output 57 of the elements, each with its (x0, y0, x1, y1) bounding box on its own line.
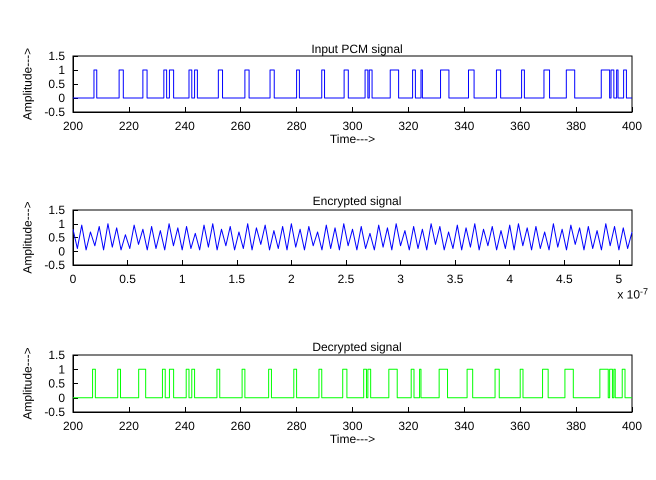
y-tick-label: 0.5 (48, 77, 66, 91)
y-tick-label: 1.5 (48, 49, 66, 63)
x-tick-label: 340 (454, 419, 475, 433)
y-tick-label: 1 (58, 216, 66, 231)
y-tick-label: 0.5 (48, 230, 66, 244)
line-series (72, 223, 632, 250)
x-tick-label: 240 (174, 119, 196, 133)
chart-title: Input PCM signal (311, 42, 403, 56)
y-tick-label: 0 (58, 244, 66, 258)
y-tick-label: 0.5 (48, 376, 66, 390)
x-tick-label: 0 (70, 272, 77, 286)
x-tick-label: 1.5 (228, 272, 246, 286)
x-tick-label: 360 (510, 119, 531, 133)
x-tick-label: 380 (566, 119, 586, 133)
x-tick-label: 340 (454, 119, 475, 133)
y-tick-label: 1.5 (48, 203, 66, 217)
x-tick-label: 400 (622, 119, 642, 133)
x-tick-label: 220 (118, 119, 140, 133)
y-tick-label: 1 (58, 362, 66, 376)
x-tick-label: 200 (62, 419, 84, 433)
x-tick-label: 260 (230, 119, 252, 133)
chart-title: Encrypted signal (312, 194, 402, 208)
x-tick-label: 1 (178, 272, 186, 286)
y-tick-label: -0.5 (44, 105, 66, 119)
y-axis-title: Amplitude---> (20, 347, 34, 420)
x-tick-label: 0.5 (119, 272, 136, 286)
x-tick-label: 220 (118, 419, 140, 433)
y-tick-label: -0.5 (44, 405, 66, 419)
y-axis-title: Amplitude---> (20, 201, 34, 274)
x-axis-title: Time---> (330, 132, 376, 146)
x-tick-label: 400 (622, 419, 642, 433)
x-tick-label: 360 (510, 419, 531, 433)
x-tick-label: 240 (174, 419, 196, 433)
x-tick-label: 4 (506, 272, 514, 286)
x-tick-label: 200 (62, 119, 84, 133)
x-tick-label: 2.5 (338, 272, 355, 286)
x-tick-label: 2 (288, 272, 296, 286)
y-axis-title: Amplitude---> (20, 48, 34, 120)
x-tick-label: 3.5 (446, 272, 464, 286)
y-tick-label: -0.5 (44, 258, 66, 272)
x-tick-label: 280 (286, 419, 307, 433)
x-tick-label: 380 (566, 419, 586, 433)
x-tick-label: 300 (342, 419, 363, 433)
x-tick-label: 320 (398, 119, 419, 133)
x-tick-label: 280 (286, 119, 307, 133)
x-axis-title: Time---> (330, 432, 376, 446)
x-tick-label: 260 (230, 419, 252, 433)
y-tick-label: 1 (58, 63, 66, 77)
x-tick-label: 320 (398, 419, 419, 433)
x-tick-label: 3 (397, 272, 404, 286)
y-tick-label: 0 (58, 390, 66, 405)
x-tick-label: 4.5 (556, 272, 573, 286)
y-tick-label: 1.5 (48, 348, 66, 362)
x-tick-label: 5 (616, 272, 623, 286)
x-tick-label: 300 (342, 119, 363, 133)
chart-title: Decrypted signal (312, 340, 402, 354)
y-tick-label: 0 (58, 91, 66, 105)
